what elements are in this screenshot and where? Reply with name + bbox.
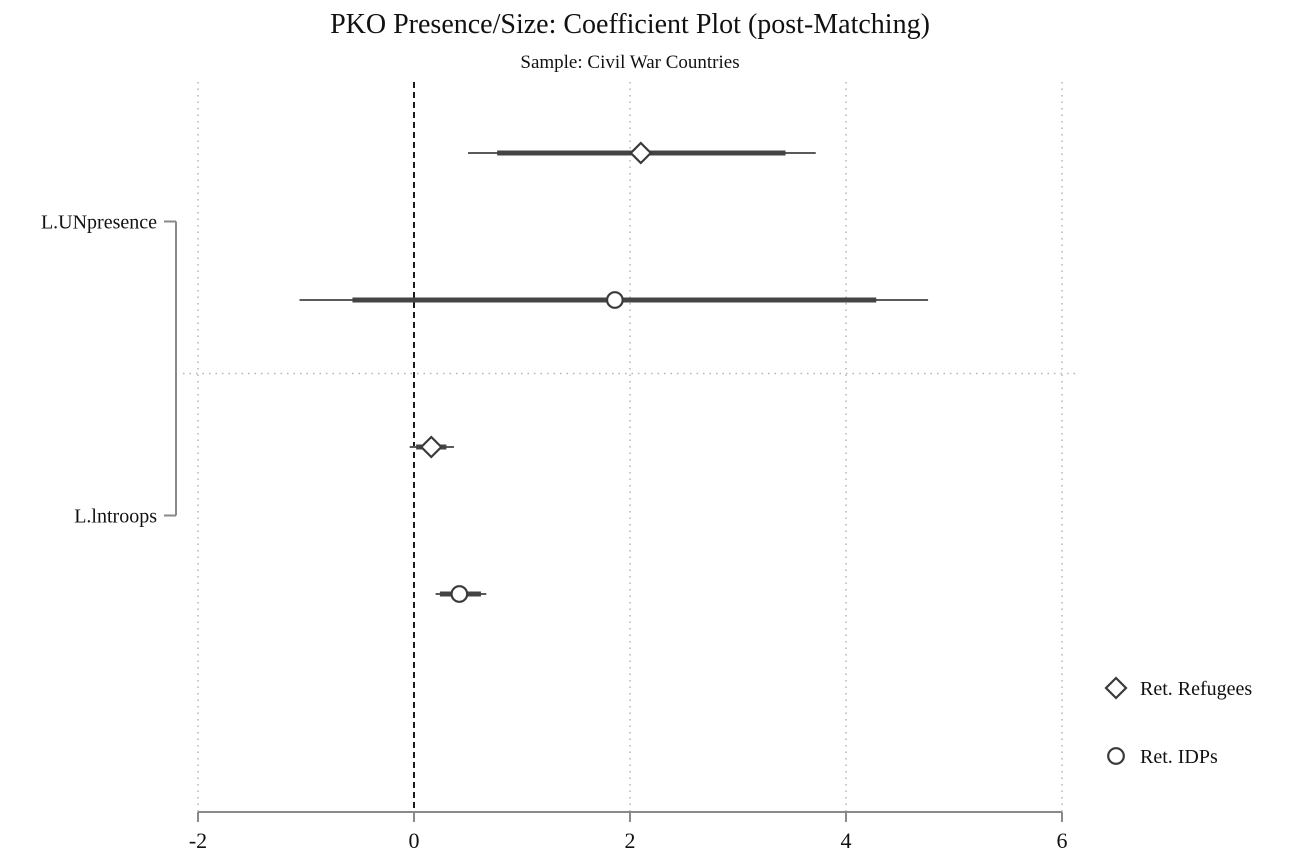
legend-marker: [1104, 676, 1128, 700]
legend-label: Ret. IDPs: [1140, 746, 1218, 768]
x-tick-label: 0: [409, 828, 420, 853]
grid-lines: [183, 82, 1078, 812]
chart-subtitle: Sample: Civil War Countries: [520, 52, 739, 73]
x-axis: -2 0 2 4 6: [189, 811, 1068, 853]
legend: Ret. Refugees Ret. IDPs: [1104, 676, 1252, 768]
chart-title: PKO Presence/Size: Coefficient Plot (pos…: [330, 9, 930, 40]
x-tick-label: 6: [1057, 828, 1068, 853]
estimate-point: [605, 291, 624, 309]
plot-area: [299, 141, 929, 603]
category-label: L.UNpresence: [41, 212, 157, 234]
x-tick-label: 4: [841, 828, 852, 853]
estimate-point: [419, 435, 443, 459]
legend-label: Ret. Refugees: [1140, 678, 1252, 700]
legend-marker: [1107, 747, 1125, 765]
x-tick-label: -2: [189, 828, 207, 853]
estimate-point: [629, 141, 653, 165]
category-label: L.lntroops: [74, 506, 157, 528]
category-axis: L.UNpresence L.lntroops: [41, 212, 177, 528]
estimate-point: [450, 585, 469, 603]
x-tick-label: 2: [625, 828, 636, 853]
